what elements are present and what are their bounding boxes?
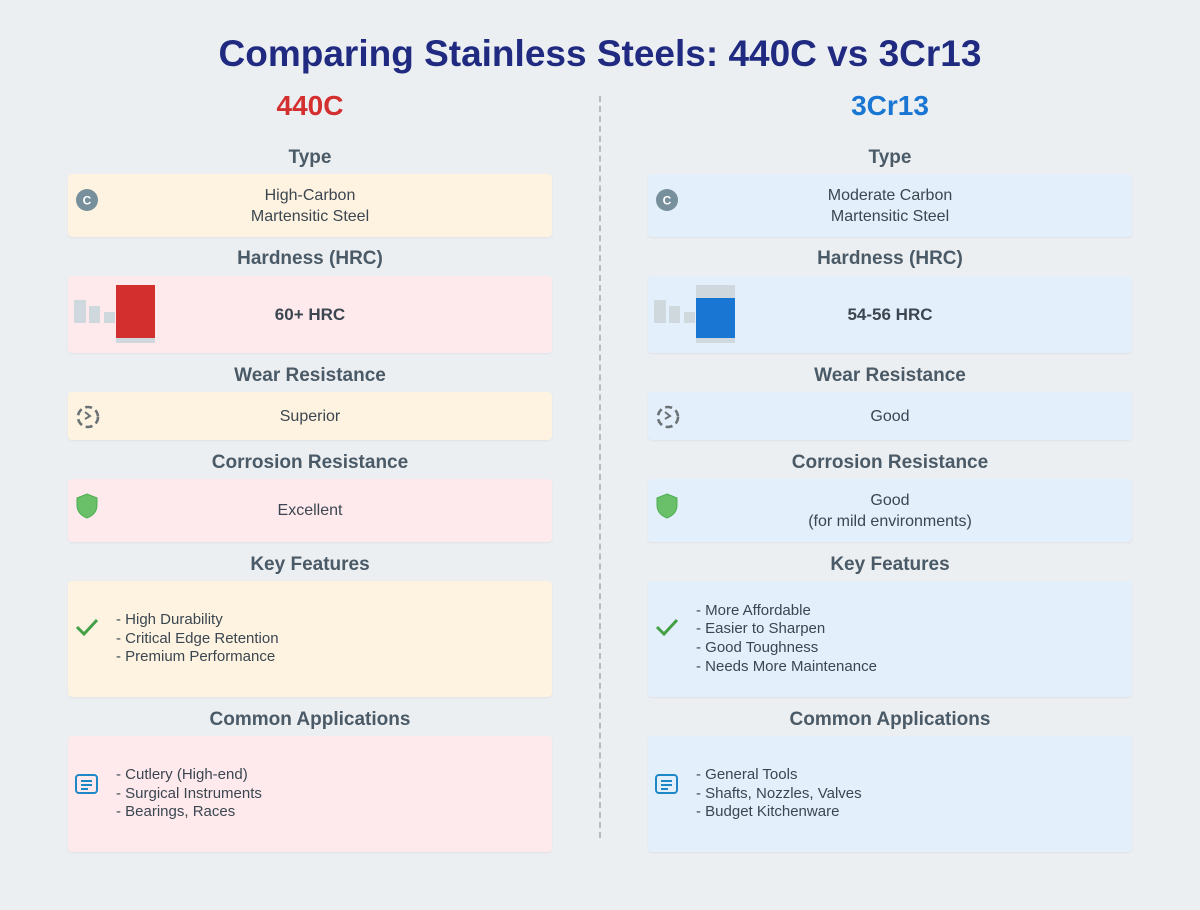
type-value: High-Carbon Martensitic Steel xyxy=(250,186,370,225)
wear-box: Good xyxy=(648,392,1132,440)
column-440c: 440C Type C High-Carbon Martensitic Stee… xyxy=(68,0,552,910)
corrosion-box: Excellent xyxy=(68,479,552,542)
applications-label: Common Applications xyxy=(209,709,411,730)
corrosion-value: Good (for mild environments) xyxy=(808,491,972,530)
hardness-bar-icon xyxy=(654,285,735,343)
list-item: - Critical Edge Retention xyxy=(116,629,279,647)
features-label: Key Features xyxy=(830,554,950,575)
features-list: - High Durability - Critical Edge Retent… xyxy=(116,581,279,697)
steel-name-3cr13: 3Cr13 xyxy=(851,90,929,121)
hardness-level-bar xyxy=(116,285,155,338)
applications-label: Common Applications xyxy=(789,709,991,730)
wear-value: Good xyxy=(870,407,910,425)
hardness-box: 54-56 HRC xyxy=(648,276,1132,353)
list-item: - Budget Kitchenware xyxy=(696,803,840,821)
list-item: - More Affordable xyxy=(696,601,811,619)
hardness-level-bar xyxy=(696,298,735,338)
list-item: - High Durability xyxy=(116,611,223,629)
applications-list: - General Tools - Shafts, Nozzles, Valve… xyxy=(696,736,862,852)
list-item: - Easier to Sharpen xyxy=(696,620,826,638)
column-divider xyxy=(599,96,601,838)
svg-text:C: C xyxy=(83,194,92,208)
wear-cycle-icon xyxy=(656,405,680,429)
applications-box: - Cutlery (High-end) - Surgical Instrume… xyxy=(68,736,552,852)
document-list-icon xyxy=(655,774,678,794)
list-item: - Bearings, Races xyxy=(116,803,236,821)
shield-icon xyxy=(76,493,98,519)
list-item: - Good Toughness xyxy=(696,639,819,656)
list-item: - Premium Performance xyxy=(116,648,276,666)
check-icon xyxy=(75,618,99,637)
hardness-label: Hardness (HRC) xyxy=(237,248,383,269)
features-list: - More Affordable - Easier to Sharpen - … xyxy=(696,581,877,697)
check-icon xyxy=(655,618,679,637)
steel-name-440c: 440C xyxy=(276,90,344,121)
hardness-box: 60+ HRC xyxy=(68,276,552,353)
list-item: - Shafts, Nozzles, Valves xyxy=(696,784,862,802)
hardness-value: 54-56 HRC xyxy=(847,305,933,324)
wear-box: Superior xyxy=(68,392,552,440)
shield-icon xyxy=(656,493,678,519)
type-label: Type xyxy=(288,147,332,168)
features-label: Key Features xyxy=(250,554,370,575)
corrosion-box: Good (for mild environments) xyxy=(648,479,1132,542)
hardness-label: Hardness (HRC) xyxy=(817,248,963,269)
wear-label: Wear Resistance xyxy=(234,365,386,386)
type-label: Type xyxy=(868,147,912,168)
list-item: - Surgical Instruments xyxy=(116,784,262,802)
hardness-value: 60+ HRC xyxy=(274,305,346,324)
type-box: C High-Carbon Martensitic Steel xyxy=(68,174,552,237)
features-box: - More Affordable - Easier to Sharpen - … xyxy=(648,581,1132,697)
type-value: Moderate Carbon Martensitic Steel xyxy=(827,186,953,225)
corrosion-label: Corrosion Resistance xyxy=(211,452,409,473)
wear-value: Superior xyxy=(279,407,341,425)
applications-list: - Cutlery (High-end) - Surgical Instrume… xyxy=(116,736,262,852)
carbon-c-icon: C xyxy=(76,189,98,211)
list-item: - Needs More Maintenance xyxy=(696,657,877,675)
carbon-c-icon: C xyxy=(656,189,678,211)
svg-text:C: C xyxy=(663,194,672,208)
list-item: - General Tools xyxy=(696,766,798,784)
corrosion-label: Corrosion Resistance xyxy=(791,452,989,473)
list-item: - Cutlery (High-end) xyxy=(116,766,248,784)
page-title: Comparing Stainless Steels: 440C vs 3Cr1… xyxy=(218,33,982,74)
applications-box: - General Tools - Shafts, Nozzles, Valve… xyxy=(648,736,1132,852)
type-box: C Moderate Carbon Martensitic Steel xyxy=(648,174,1132,237)
column-3cr13: 3Cr13 Type C Moderate Carbon Martensitic… xyxy=(648,0,1132,910)
document-list-icon xyxy=(75,774,98,794)
features-box: - High Durability - Critical Edge Retent… xyxy=(68,581,552,697)
wear-label: Wear Resistance xyxy=(814,365,966,386)
wear-cycle-icon xyxy=(76,405,100,429)
corrosion-value: Excellent xyxy=(277,502,343,519)
hardness-bar-icon xyxy=(74,285,155,343)
